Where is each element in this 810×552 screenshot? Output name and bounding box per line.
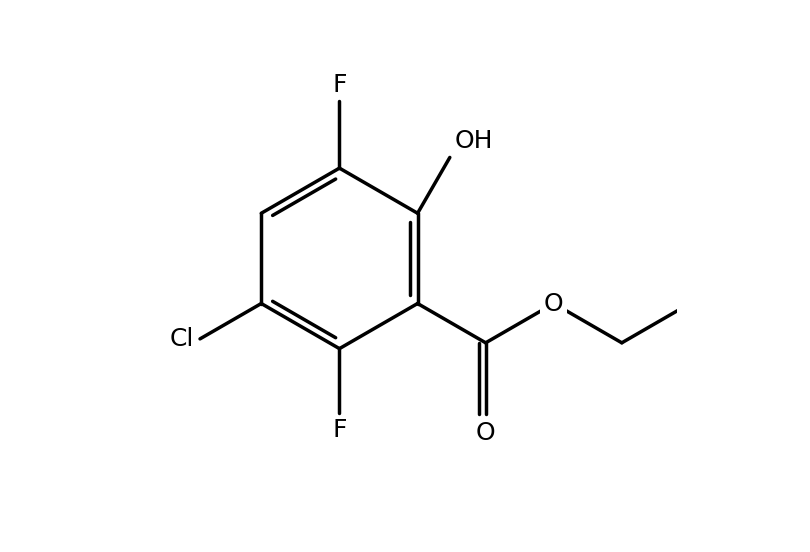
Text: O: O [544,291,564,316]
Text: F: F [332,418,347,442]
Text: F: F [332,73,347,97]
Text: OH: OH [454,129,493,153]
Text: Cl: Cl [170,327,194,351]
Text: O: O [475,421,496,444]
